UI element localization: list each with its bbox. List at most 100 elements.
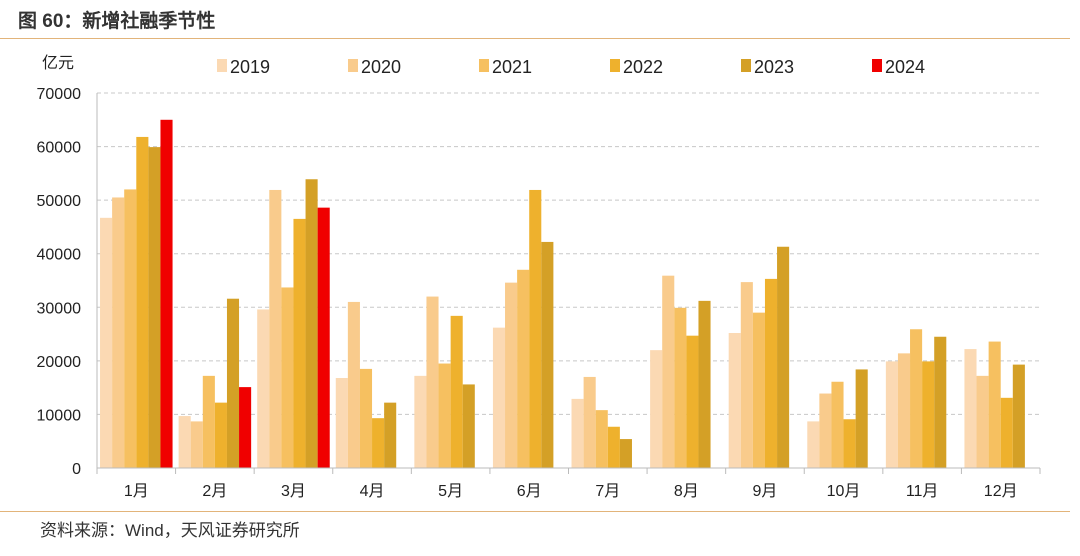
bar-2021-10月 (831, 381, 844, 468)
x-tick-label: 4月 (360, 483, 385, 500)
y-tick-label: 20000 (37, 354, 82, 371)
bar-2019-5月 (414, 375, 427, 468)
bar-2023-6月 (541, 241, 554, 468)
bar-2020-5月 (426, 296, 439, 468)
x-tick-label: 3月 (281, 483, 306, 500)
bar-2021-5月 (438, 363, 451, 468)
bar-2023-4月 (384, 402, 397, 468)
y-tick-label: 10000 (37, 407, 82, 424)
x-tick-label: 5月 (438, 483, 463, 500)
bar-2023-2月 (226, 298, 240, 468)
legend-label-2020: 2020 (361, 57, 401, 77)
bar-2021-12月 (988, 341, 1001, 468)
bar-2022-6月 (529, 189, 542, 468)
bar-2019-8月 (650, 350, 663, 468)
bar-2019-3月 (257, 309, 270, 468)
bar-2022-1月 (136, 136, 149, 468)
y-tick-label: 60000 (37, 140, 82, 157)
x-tick-label: 2月 (202, 483, 227, 500)
gridlines (97, 92, 1040, 415)
bar-2021-8月 (674, 307, 687, 468)
bar-2021-1月 (124, 189, 137, 468)
bar-2019-6月 (492, 327, 506, 468)
y-axis-title: 亿元 (42, 54, 74, 72)
x-tick-label: 6月 (517, 483, 542, 500)
y-tick-label: 30000 (37, 300, 82, 317)
bar-2023-5月 (462, 384, 475, 468)
title-divider (0, 38, 1070, 39)
bar-2022-2月 (214, 402, 227, 468)
bar-2020-3月 (269, 189, 282, 468)
bar-2022-4月 (372, 418, 385, 468)
bar-2019-10月 (807, 421, 820, 468)
y-tick-label: 40000 (37, 247, 82, 264)
bar-2019-1月 (100, 217, 113, 468)
legend-swatch-2021 (479, 59, 489, 72)
bar-2022-11月 (922, 361, 935, 468)
bar-2022-8月 (686, 335, 699, 468)
bar-2023-3月 (305, 179, 318, 468)
x-tick-label: 10月 (827, 483, 861, 500)
bar-2019-9月 (728, 333, 741, 468)
bar-2022-12月 (1000, 397, 1013, 468)
bar-2019-4月 (335, 378, 348, 468)
bar-2019-2月 (178, 416, 191, 468)
figure-title: 图 60：新增社融季节性 (18, 11, 216, 32)
bar-2019-12月 (964, 349, 977, 468)
legend-swatch-2020 (348, 59, 358, 72)
bar-2023-1月 (148, 147, 161, 469)
source-note: 资料来源：Wind，天风证券研究所 (40, 521, 300, 540)
legend-label-2019: 2019 (230, 57, 270, 77)
bar-2020-11月 (897, 353, 911, 468)
bar-2020-9月 (740, 282, 753, 468)
bar-2019-11月 (885, 361, 898, 468)
x-tick-label: 11月 (906, 483, 939, 500)
bar-2023-10月 (855, 369, 868, 468)
bar-2024-1月 (160, 119, 173, 468)
bar-2024-3月 (317, 207, 330, 468)
bar-2023-9月 (777, 246, 790, 468)
bar-2020-8月 (662, 275, 675, 468)
bar-2021-7月 (595, 410, 608, 468)
bar-2020-4月 (347, 301, 360, 468)
bar-2021-3月 (281, 287, 294, 468)
x-tick-label: 7月 (595, 483, 620, 500)
bar-2021-4月 (359, 368, 373, 468)
bar-2022-9月 (764, 278, 778, 468)
bar-2020-12月 (976, 375, 989, 468)
bar-2023-12月 (1012, 364, 1025, 468)
bar-2022-7月 (607, 426, 620, 468)
bar-2021-9月 (752, 312, 765, 468)
bar-2020-7月 (583, 376, 596, 468)
legend-swatch-2022 (610, 59, 620, 72)
bar-2020-1月 (112, 197, 125, 468)
legend-label-2023: 2023 (754, 57, 794, 77)
legend-swatch-2019 (217, 59, 227, 72)
x-tick-label: 8月 (674, 483, 699, 500)
legend-swatch-2023 (741, 59, 751, 72)
legend-label-2022: 2022 (623, 57, 663, 77)
bar-2021-6月 (517, 269, 530, 468)
legend-label-2024: 2024 (885, 57, 925, 77)
bar-2020-2月 (190, 421, 203, 468)
x-tick-label: 12月 (984, 483, 1018, 500)
chart: 0 10000 20000 30000 40000 50000 60000 70000 亿元 1… (37, 54, 1041, 500)
bar-2023-8月 (698, 300, 711, 468)
bar-2021-11月 (910, 329, 923, 468)
bar-2020-6月 (505, 282, 518, 468)
legend-swatch-2024 (872, 59, 882, 72)
y-tick-label: 50000 (37, 193, 82, 210)
x-axis: 1月 2月 3月 4月 5月 6月 7月 8月 9月 10月 11月 12月 (96, 467, 1041, 500)
bar-2024-2月 (239, 387, 252, 468)
x-tick-label: 1月 (124, 483, 149, 500)
legend-label-2021: 2021 (492, 57, 532, 77)
y-tick-label: 70000 (37, 86, 82, 103)
bar-2022-5月 (450, 315, 463, 468)
bar-2021-2月 (202, 375, 215, 468)
x-tick-label: 9月 (753, 483, 778, 500)
bar-2022-10月 (843, 419, 856, 468)
legend: 2019 2020 2021 2022 2023 2024 (217, 57, 925, 77)
y-axis: 0 10000 20000 30000 40000 50000 60000 70000 亿元 (37, 54, 98, 478)
bar-2023-7月 (619, 439, 632, 468)
bars (100, 119, 1025, 469)
